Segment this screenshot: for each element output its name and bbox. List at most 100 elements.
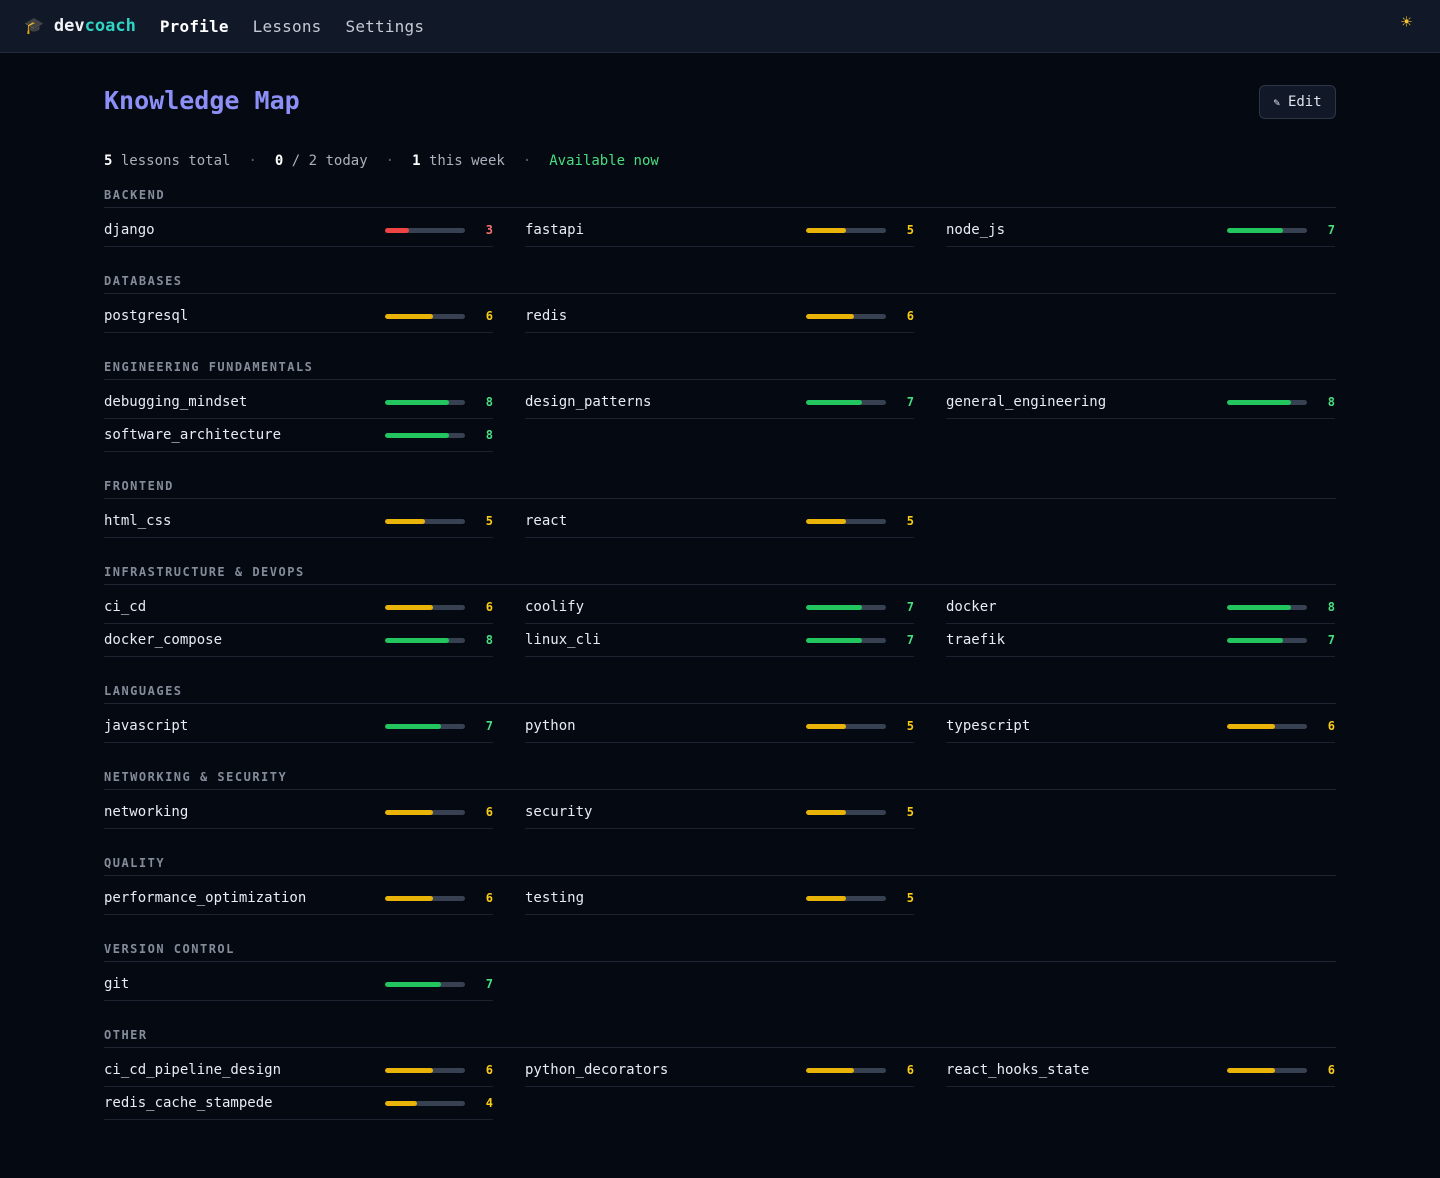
skill-row-javascript[interactable]: javascript 7 [104, 710, 493, 743]
skill-row-linux-cli[interactable]: linux_cli 7 [525, 624, 914, 657]
skill-row-testing[interactable]: testing 5 [525, 882, 914, 915]
section-header: BACKEND [104, 187, 1336, 208]
skill-progress-bar [806, 519, 886, 524]
skill-score: 6 [485, 309, 493, 323]
skill-row-software-architecture[interactable]: software_architecture 8 [104, 419, 493, 452]
skill-name: fastapi [525, 222, 585, 238]
skill-row-general-engineering[interactable]: general_engineering 8 [946, 386, 1335, 419]
skill-row-react[interactable]: react 5 [525, 505, 914, 538]
skill-progress-fill [385, 1101, 417, 1106]
separator-dot: · [248, 153, 257, 169]
skill-progress-bar [385, 314, 465, 319]
skill-row-debugging-mindset[interactable]: debugging_mindset 8 [104, 386, 493, 419]
skill-name: design_patterns [525, 394, 652, 410]
top-navbar: 🎓 dev coach Profile Lessons Settings ☀ [0, 0, 1440, 53]
skill-progress-fill [385, 982, 441, 987]
skill-name: git [104, 976, 130, 992]
skill-name: typescript [946, 718, 1031, 734]
skill-progress-fill [806, 314, 854, 319]
skill-name: node_js [946, 222, 1006, 238]
section-spacer [104, 452, 1336, 478]
skill-progress-fill [385, 724, 441, 729]
skill-progress-fill [1227, 724, 1275, 729]
skill-row-typescript[interactable]: typescript 6 [946, 710, 1335, 743]
skill-row-django[interactable]: django 3 [104, 214, 493, 247]
edit-button-label: Edit [1287, 94, 1322, 110]
skill-row-docker[interactable]: docker 8 [946, 591, 1335, 624]
skill-progress-bar [806, 1068, 886, 1073]
skill-progress-fill [385, 605, 433, 610]
skill-row-networking[interactable]: networking 6 [104, 796, 493, 829]
skill-row-postgresql[interactable]: postgresql 6 [104, 300, 493, 333]
skill-progress-fill [385, 400, 449, 405]
skill-progress-fill [806, 605, 862, 610]
skill-name: coolify [525, 599, 585, 615]
skill-row-ci-cd-pipeline-design[interactable]: ci_cd_pipeline_design 6 [104, 1054, 493, 1087]
skill-row-redis[interactable]: redis 6 [525, 300, 914, 333]
week-stat: 1 this week [412, 153, 505, 169]
skill-progress-bar [1227, 400, 1307, 405]
skill-progress-fill [385, 896, 433, 901]
skill-progress-bar [385, 638, 465, 643]
section-quality: QUALITY performance_optimization 6 testing 5 [104, 855, 1336, 941]
brand-logo[interactable]: 🎓 dev coach [24, 16, 136, 36]
skill-progress-fill [806, 638, 862, 643]
section-header: ENGINEERING FUNDAMENTALS [104, 359, 1336, 380]
separator-dot: · [385, 153, 395, 169]
skill-progress-fill [806, 1068, 854, 1073]
skill-score: 6 [485, 1063, 493, 1077]
section-databases: DATABASES postgresql 6 redis 6 [104, 273, 1336, 359]
skill-grid: html_css 5 react 5 [104, 505, 1336, 538]
edit-button[interactable]: ✎ Edit [1259, 85, 1336, 119]
skill-score: 5 [906, 891, 914, 905]
skill-row-security[interactable]: security 5 [525, 796, 914, 829]
skill-row-traefik[interactable]: traefik 7 [946, 624, 1335, 657]
title-row: Knowledge Map ✎ Edit [104, 53, 1336, 153]
section-spacer [104, 247, 1336, 273]
skill-score: 6 [485, 891, 493, 905]
skill-progress-fill [806, 519, 846, 524]
skill-row-react-hooks-state[interactable]: react_hooks_state 6 [946, 1054, 1335, 1087]
skill-score: 5 [906, 719, 914, 733]
skill-row-performance-optimization[interactable]: performance_optimization 6 [104, 882, 493, 915]
skill-row-design-patterns[interactable]: design_patterns 7 [525, 386, 914, 419]
skill-grid: performance_optimization 6 testing 5 [104, 882, 1336, 915]
skill-row-ci-cd[interactable]: ci_cd 6 [104, 591, 493, 624]
skill-name: python_decorators [525, 1062, 669, 1078]
skill-row-fastapi[interactable]: fastapi 5 [525, 214, 914, 247]
skill-progress-fill [806, 724, 846, 729]
skill-row-git[interactable]: git 7 [104, 968, 493, 1001]
skill-progress-fill [1227, 228, 1283, 233]
skill-row-coolify[interactable]: coolify 7 [525, 591, 914, 624]
nav-lessons[interactable]: Lessons [252, 16, 322, 36]
skill-score: 6 [485, 805, 493, 819]
skill-name: redis_cache_stampede [104, 1095, 273, 1111]
skill-score: 6 [906, 309, 914, 323]
section-header: LANGUAGES [104, 683, 1336, 704]
skill-name: docker [946, 599, 997, 615]
skill-progress-fill [806, 228, 846, 233]
skill-progress-bar [385, 400, 465, 405]
skill-row-python[interactable]: python 5 [525, 710, 914, 743]
skill-progress-fill [1227, 1068, 1275, 1073]
section-other: OTHER ci_cd_pipeline_design 6 python_decora… [104, 1027, 1336, 1146]
nav-profile[interactable]: Profile [159, 16, 229, 36]
skill-row-redis-cache-stampede[interactable]: redis_cache_stampede 4 [104, 1087, 493, 1120]
skill-name: docker_compose [104, 632, 223, 648]
skill-row-html-css[interactable]: html_css 5 [104, 505, 493, 538]
skill-score: 7 [1327, 633, 1335, 647]
skill-progress-bar [806, 896, 886, 901]
sun-icon[interactable]: ☀ [1401, 12, 1412, 33]
skill-row-node-js[interactable]: node_js 7 [946, 214, 1335, 247]
skill-progress-fill [806, 400, 862, 405]
skill-grid: ci_cd 6 coolify 7 docker 8 docker_compose 8 linu… [104, 591, 1336, 657]
skill-progress-bar [385, 605, 465, 610]
skill-name: debugging_mindset [104, 394, 248, 410]
skill-score: 7 [906, 600, 914, 614]
skill-row-docker-compose[interactable]: docker_compose 8 [104, 624, 493, 657]
stats-bar: 5 lessons total · 0 / 2 today · 1 this w… [104, 153, 1336, 187]
skill-row-python-decorators[interactable]: python_decorators 6 [525, 1054, 914, 1087]
skill-name: django [104, 222, 155, 238]
nav-settings[interactable]: Settings [345, 16, 425, 36]
skill-progress-bar [1227, 724, 1307, 729]
